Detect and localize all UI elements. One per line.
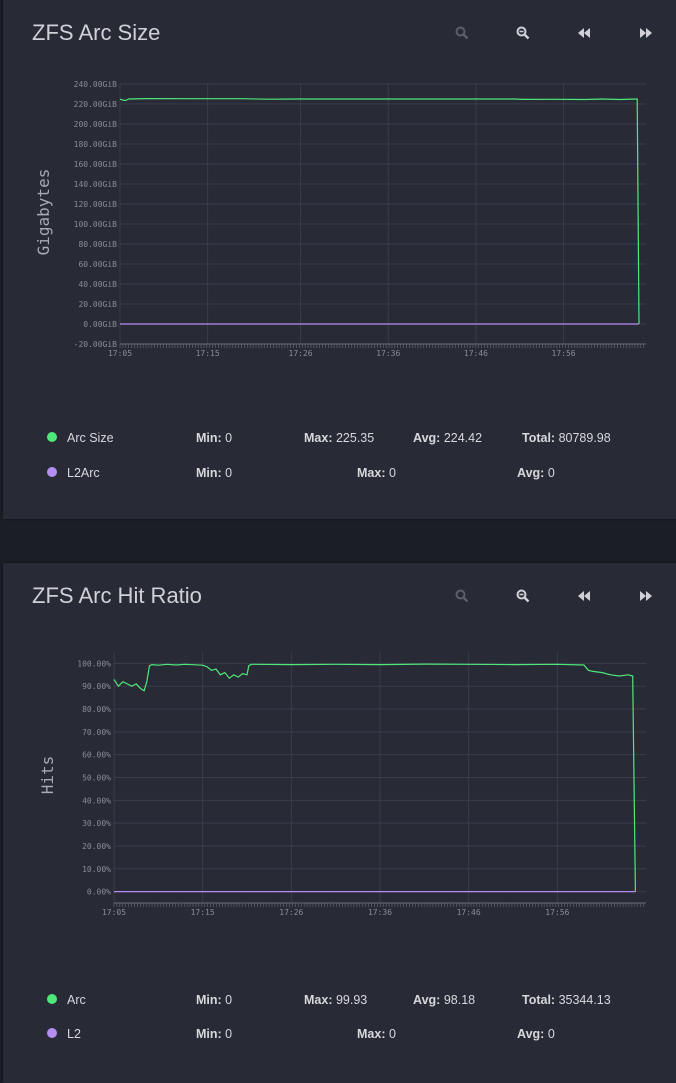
fast-forward-icon[interactable] (634, 585, 658, 607)
y-tick-label: 70.00% (82, 728, 111, 737)
min-label: Min: (196, 466, 222, 480)
y-tick-label: 60.00% (82, 751, 111, 760)
y-tick-label: 80.00% (82, 705, 111, 714)
series-line-arc (113, 663, 636, 892)
min-value: 0 (225, 1027, 233, 1041)
rewind-icon[interactable] (572, 585, 596, 607)
legend-series-name: L2 (67, 1027, 81, 1041)
max-value: 225.35 (335, 431, 375, 445)
y-tick-label: -20.00GiB (74, 340, 118, 349)
avg-value: 0 (547, 466, 555, 480)
legend-series-name: Arc (67, 993, 86, 1007)
y-tick-label: 20.00% (82, 842, 111, 851)
y-tick-label: 100.00% (77, 659, 111, 668)
x-tick-label: 17:26 (289, 349, 313, 358)
avg-value: 0 (547, 1027, 555, 1041)
max-value: 99.93 (335, 993, 368, 1007)
avg-value: 224.42 (443, 431, 483, 445)
y-tick-label: 140.00GiB (74, 180, 118, 189)
min-label: Min: (196, 431, 222, 445)
l2arc-legend-dot (47, 467, 57, 477)
legend-series-name: L2Arc (67, 466, 100, 480)
y-tick-label: 20.00GiB (78, 300, 117, 309)
min-value: 0 (225, 431, 233, 445)
max-label: Max: (357, 1027, 386, 1041)
total-value: 80789.98 (558, 431, 611, 445)
x-tick-label: 17:46 (457, 908, 481, 917)
max-value: 0 (388, 1027, 396, 1041)
y-tick-label: 40.00GiB (78, 280, 117, 289)
max-label: Max: (304, 993, 333, 1007)
arc-legend-dot (47, 994, 57, 1004)
arc-size-chart: 240.00GiB 220.00GiB 200.00GiB 180.00GiB 160.… (34, 80, 646, 358)
max-label: Max: (357, 466, 386, 480)
total-label: Total: (522, 431, 556, 445)
x-minor-ticks (113, 903, 644, 907)
x-tick-label: 17:36 (376, 349, 400, 358)
x-tick-label: 17:15 (196, 349, 220, 358)
min-value: 0 (225, 466, 233, 480)
arc-hit-ratio-panel: ZFS Arc Hit Ratio 100.00% 90.00% 80.00% 70.… (3, 563, 676, 1083)
avg-label: Avg: (413, 993, 441, 1007)
total-label: Total: (522, 993, 556, 1007)
y-axis-label: Gigabytes (34, 169, 53, 256)
x-tick-label: 17:46 (464, 349, 488, 358)
zoom-in-icon[interactable] (450, 585, 474, 607)
x-tick-label: 17:56 (552, 349, 576, 358)
arc-size-legend-dot (47, 432, 57, 442)
panel-title: ZFS Arc Size (32, 20, 161, 45)
y-tick-label: 100.00GiB (74, 220, 118, 229)
zoom-in-icon[interactable] (450, 22, 474, 44)
x-tick-label: 17:26 (279, 908, 303, 917)
total-value: 35344.13 (558, 993, 611, 1007)
zoom-out-icon[interactable] (511, 22, 535, 44)
y-tick-label: 160.00GiB (74, 160, 118, 169)
y-tick-label: 30.00% (82, 819, 111, 828)
y-tick-label: 60.00GiB (78, 260, 117, 269)
y-tick-label: 90.00% (82, 682, 111, 691)
avg-label: Avg: (517, 1027, 545, 1041)
legend-row-arc-size: Arc Size Min: 0 Max: 225.35 Avg: 224.42 … (3, 428, 676, 448)
panel-title: ZFS Arc Hit Ratio (32, 583, 202, 608)
fast-forward-icon[interactable] (634, 22, 658, 44)
min-label: Min: (196, 993, 222, 1007)
y-tick-label: 50.00% (82, 774, 111, 783)
y-tick-label: 180.00GiB (74, 140, 118, 149)
y-tick-label: 80.00GiB (78, 240, 117, 249)
avg-label: Avg: (413, 431, 441, 445)
x-tick-label: 17:05 (108, 349, 132, 358)
y-tick-label: 200.00GiB (74, 120, 118, 129)
y-tick-label: 0.00GiB (83, 320, 117, 329)
series-line-arc-size (119, 97, 640, 325)
legend-series-name: Arc Size (67, 431, 114, 445)
arc-size-panel: ZFS Arc Size 240.00GiB 220.00GiB 200.00GiB… (3, 0, 676, 519)
x-minor-ticks (119, 344, 644, 348)
y-tick-label: 0.00% (87, 888, 111, 897)
rewind-icon[interactable] (572, 22, 596, 44)
x-tick-label: 17:36 (368, 908, 392, 917)
max-label: Max: (304, 431, 333, 445)
y-tick-label: 220.00GiB (74, 100, 118, 109)
max-value: 0 (388, 466, 396, 480)
l2-legend-dot (47, 1028, 57, 1038)
min-label: Min: (196, 1027, 222, 1041)
y-tick-label: 120.00GiB (74, 200, 118, 209)
avg-label: Avg: (517, 466, 545, 480)
legend-row-arc: Arc Min: 0 Max: 99.93 Avg: 98.18 Total: … (3, 990, 676, 1010)
y-tick-label: 240.00GiB (74, 80, 118, 89)
y-tick-label: 10.00% (82, 865, 111, 874)
legend-row-l2arc: L2Arc Min: 0 Max: 0 Avg: 0 (3, 463, 676, 483)
legend-row-l2: L2 Min: 0 Max: 0 Avg: 0 (3, 1024, 676, 1044)
x-tick-label: 17:15 (191, 908, 215, 917)
x-tick-label: 17:56 (545, 908, 569, 917)
min-value: 0 (225, 993, 233, 1007)
x-tick-label: 17:05 (102, 908, 126, 917)
y-axis-label: Hits (38, 756, 57, 795)
y-tick-label: 40.00% (82, 796, 111, 805)
arc-hit-ratio-chart: 100.00% 90.00% 80.00% 70.00% 60.00% 50.00% 40.… (38, 652, 646, 917)
avg-value: 98.18 (443, 993, 476, 1007)
zoom-out-icon[interactable] (511, 585, 535, 607)
